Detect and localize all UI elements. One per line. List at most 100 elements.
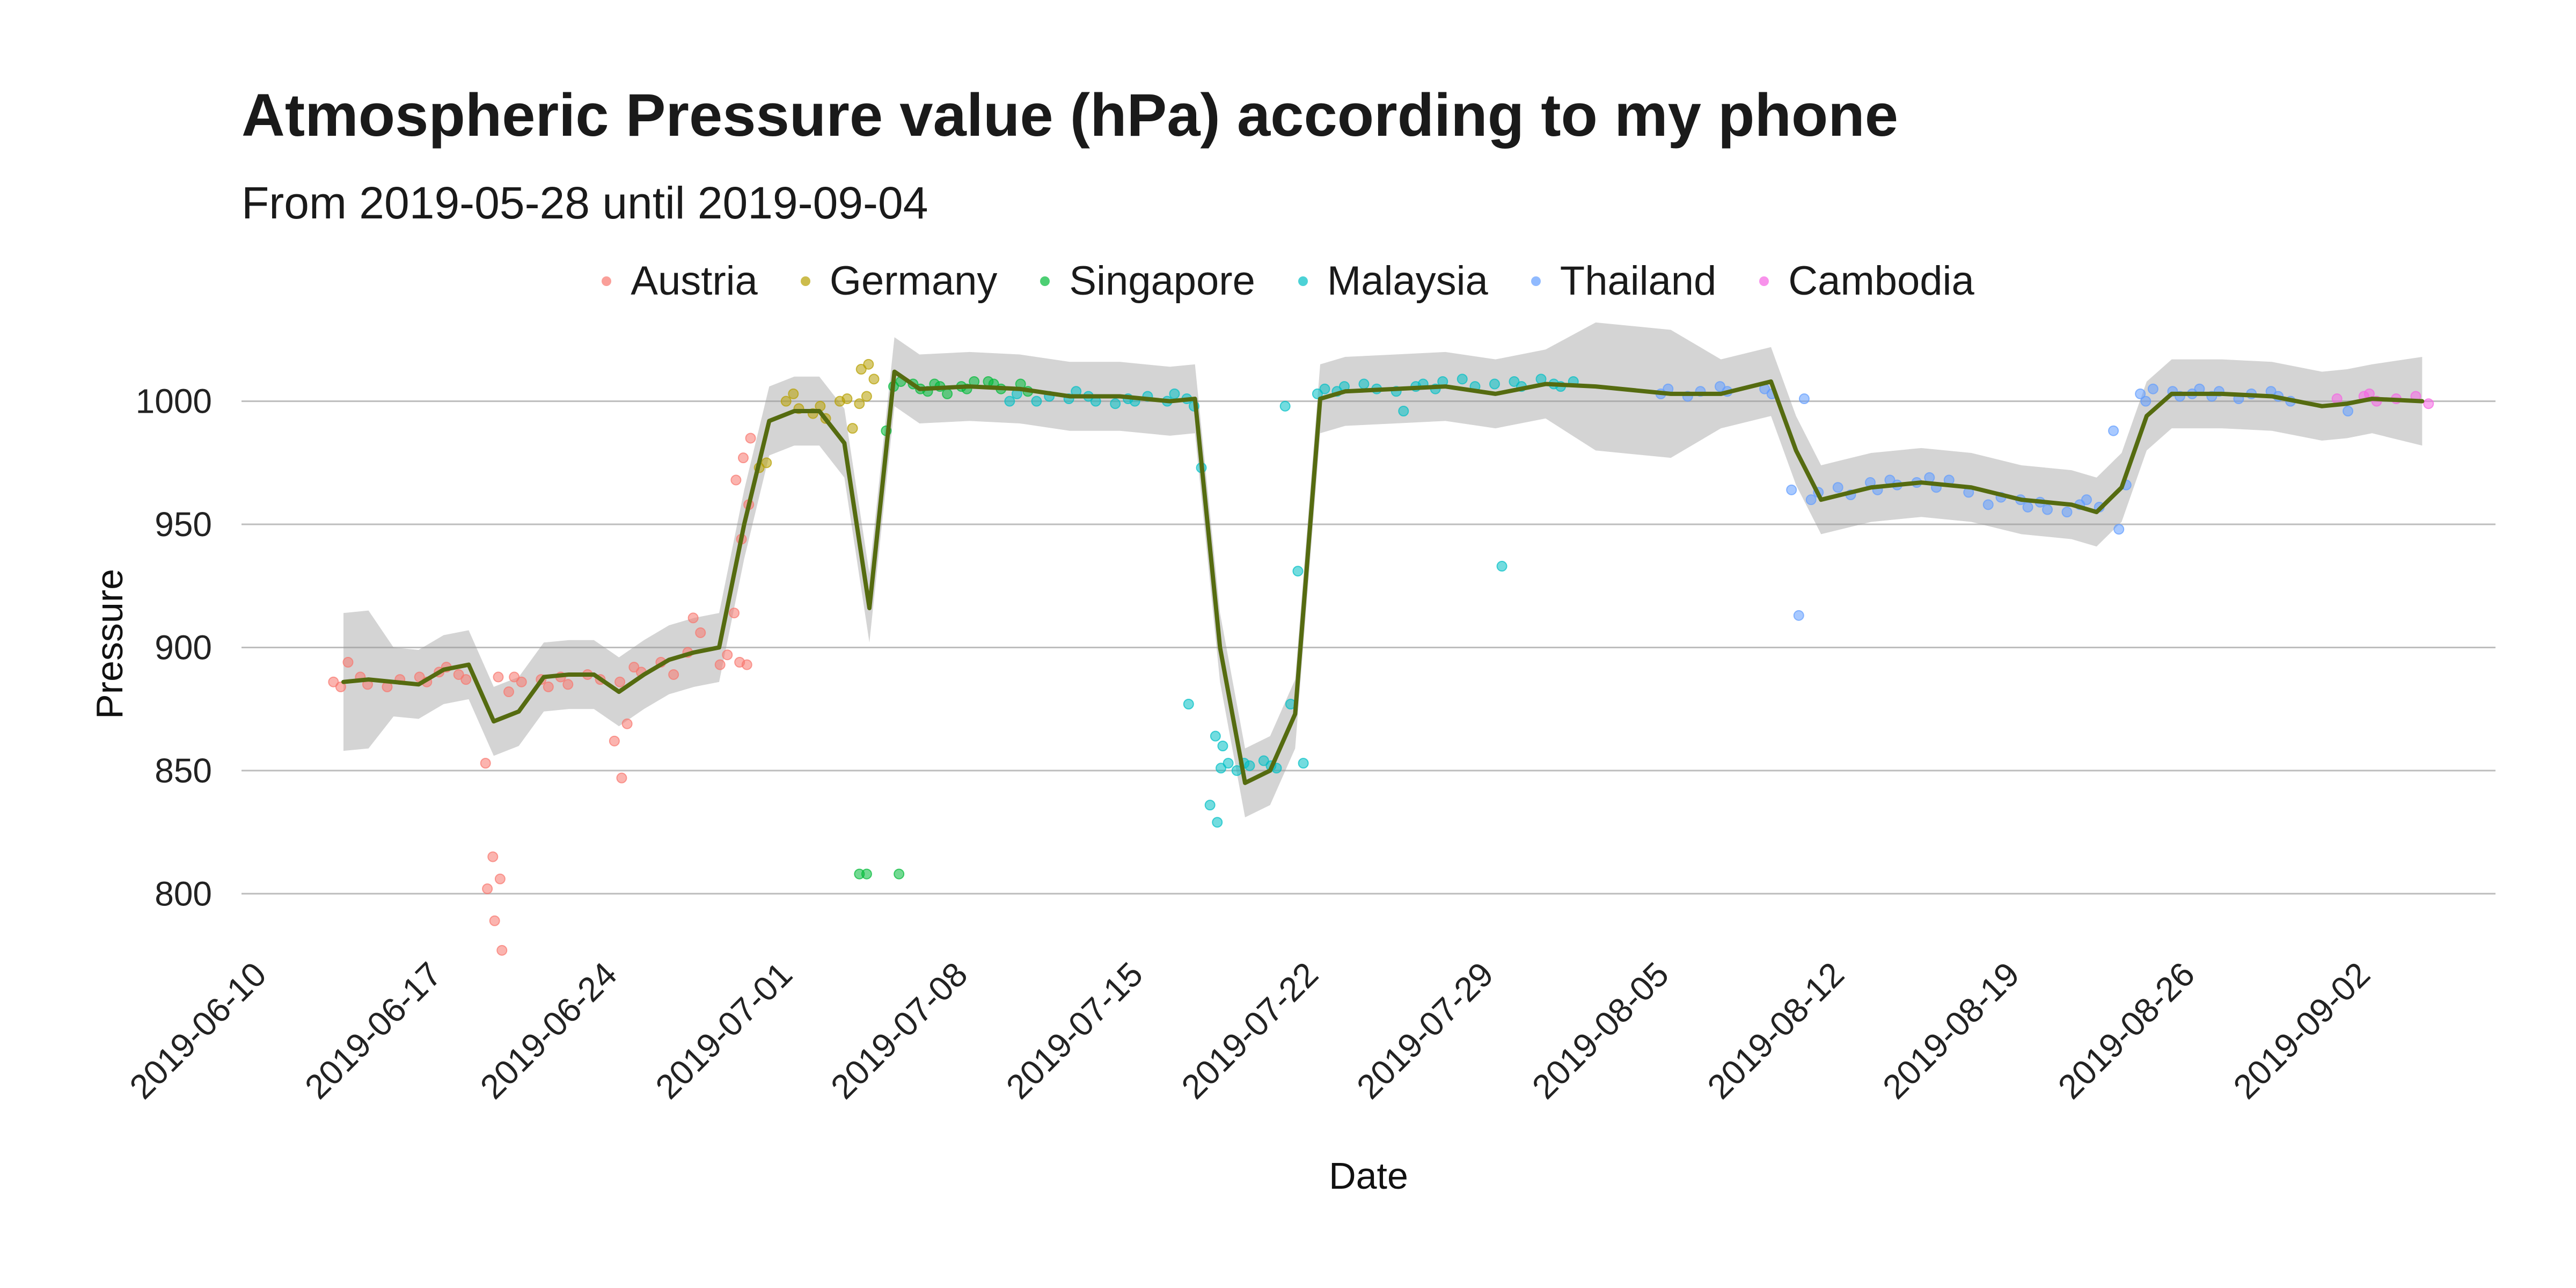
- point-austria: [687, 612, 699, 624]
- point-thailand: [2147, 383, 2158, 394]
- point-austria: [562, 679, 574, 690]
- point-austria: [621, 718, 633, 729]
- legend-label-germany: Germany: [829, 258, 998, 304]
- point-austria: [737, 452, 749, 464]
- point-malaysia: [1358, 378, 1370, 390]
- point-germany: [761, 457, 772, 469]
- point-austria: [480, 758, 491, 769]
- point-thailand: [1982, 499, 1994, 510]
- point-austria: [494, 873, 506, 884]
- x-tick-label: 2019-07-29: [1349, 955, 1501, 1106]
- point-malaysia: [1216, 763, 1227, 774]
- point-austria: [729, 608, 740, 619]
- y-tick-label: 900: [155, 628, 212, 667]
- point-austria: [616, 772, 627, 784]
- trend-line: [341, 369, 2425, 785]
- point-austria: [741, 659, 752, 670]
- y-tick-label: 950: [155, 505, 212, 544]
- point-austria: [730, 474, 742, 486]
- point-thailand: [1786, 484, 1797, 495]
- y-tick-label: 800: [155, 874, 212, 913]
- legend-label-austria: Austria: [631, 258, 758, 304]
- point-malaysia: [1169, 388, 1180, 399]
- point-thailand: [1793, 610, 1804, 621]
- point-germany: [780, 396, 792, 407]
- point-malaysia: [1212, 817, 1223, 828]
- point-malaysia: [1204, 800, 1216, 811]
- point-malaysia: [1489, 378, 1500, 390]
- point-thailand: [2140, 396, 2151, 407]
- point-germany: [855, 364, 867, 375]
- point-malaysia: [1496, 561, 1507, 572]
- point-thailand: [1832, 482, 1843, 493]
- point-cambodia: [2331, 393, 2343, 405]
- legend-label-singapore: Singapore: [1069, 258, 1255, 304]
- point-malaysia: [1398, 406, 1409, 416]
- point-thailand: [2061, 507, 2073, 518]
- chart-title: Atmospheric Pressure value (hPa) accordi…: [241, 82, 1898, 149]
- legend-singapore-dot-icon: [1040, 276, 1050, 286]
- point-germany: [863, 358, 874, 370]
- x-tick-label: 2019-08-12: [1700, 955, 1851, 1106]
- point-austria: [745, 433, 756, 444]
- point-germany: [861, 391, 872, 402]
- legend-germany-dot-icon: [800, 276, 810, 286]
- point-austria: [722, 649, 733, 661]
- legend-austria-dot-icon: [602, 276, 612, 286]
- point-germany: [788, 388, 799, 399]
- point-austria: [487, 851, 499, 862]
- point-malaysia: [1279, 400, 1291, 412]
- point-austria: [489, 915, 500, 926]
- point-austria: [496, 945, 508, 956]
- point-germany: [841, 393, 853, 405]
- y-axis-title: Pressure: [89, 569, 130, 719]
- point-austria: [614, 676, 626, 687]
- point-austria: [516, 676, 527, 687]
- y-axis: 800 850 900 950 1000: [136, 382, 212, 913]
- legend-item-austria: Austria: [602, 258, 758, 304]
- x-tick-label: 2019-07-15: [999, 955, 1150, 1106]
- point-austria: [668, 669, 679, 680]
- legend-cambodia-dot-icon: [1759, 276, 1769, 286]
- point-germany: [868, 374, 880, 385]
- point-thailand: [1798, 393, 1810, 405]
- legend-item-cambodia: Cambodia: [1759, 258, 1974, 304]
- point-austria: [543, 681, 554, 692]
- point-austria: [342, 657, 354, 668]
- point-malaysia: [1312, 388, 1323, 399]
- point-thailand: [2042, 504, 2053, 515]
- point-singapore: [983, 376, 994, 387]
- trend-polyline: [341, 369, 2425, 785]
- point-thailand: [2108, 425, 2119, 436]
- y-tick-label: 850: [155, 751, 212, 790]
- point-thailand: [2113, 524, 2125, 535]
- point-austria: [695, 627, 706, 638]
- y-tick-label: 1000: [136, 382, 212, 421]
- x-tick-label: 2019-06-24: [473, 955, 624, 1106]
- x-tick-label: 2019-07-22: [1174, 955, 1325, 1106]
- point-germany: [847, 423, 858, 434]
- point-cambodia: [2423, 398, 2434, 409]
- legend-label-cambodia: Cambodia: [1788, 258, 1974, 304]
- point-austria: [714, 659, 726, 670]
- point-malaysia: [1031, 396, 1042, 407]
- legend-label-thailand: Thailand: [1560, 258, 1717, 304]
- point-thailand: [1714, 381, 1725, 392]
- point-malaysia: [1217, 741, 1228, 751]
- point-austria: [503, 686, 514, 698]
- legend-item-malaysia: Malaysia: [1298, 258, 1488, 304]
- legend-thailand-dot-icon: [1531, 276, 1541, 286]
- point-austria: [453, 669, 464, 680]
- legend: Austria Germany Singapore Malaysia Thail…: [0, 258, 2576, 304]
- point-austria: [460, 674, 472, 685]
- x-tick-label: 2019-07-01: [648, 955, 799, 1106]
- legend-item-germany: Germany: [800, 258, 998, 304]
- legend-malaysia-dot-icon: [1298, 276, 1308, 286]
- point-austria: [628, 662, 640, 673]
- point-malaysia: [1509, 376, 1520, 387]
- point-thailand: [2135, 388, 2146, 399]
- point-thailand: [2081, 494, 2092, 506]
- point-austria: [335, 681, 346, 692]
- point-singapore: [894, 868, 905, 880]
